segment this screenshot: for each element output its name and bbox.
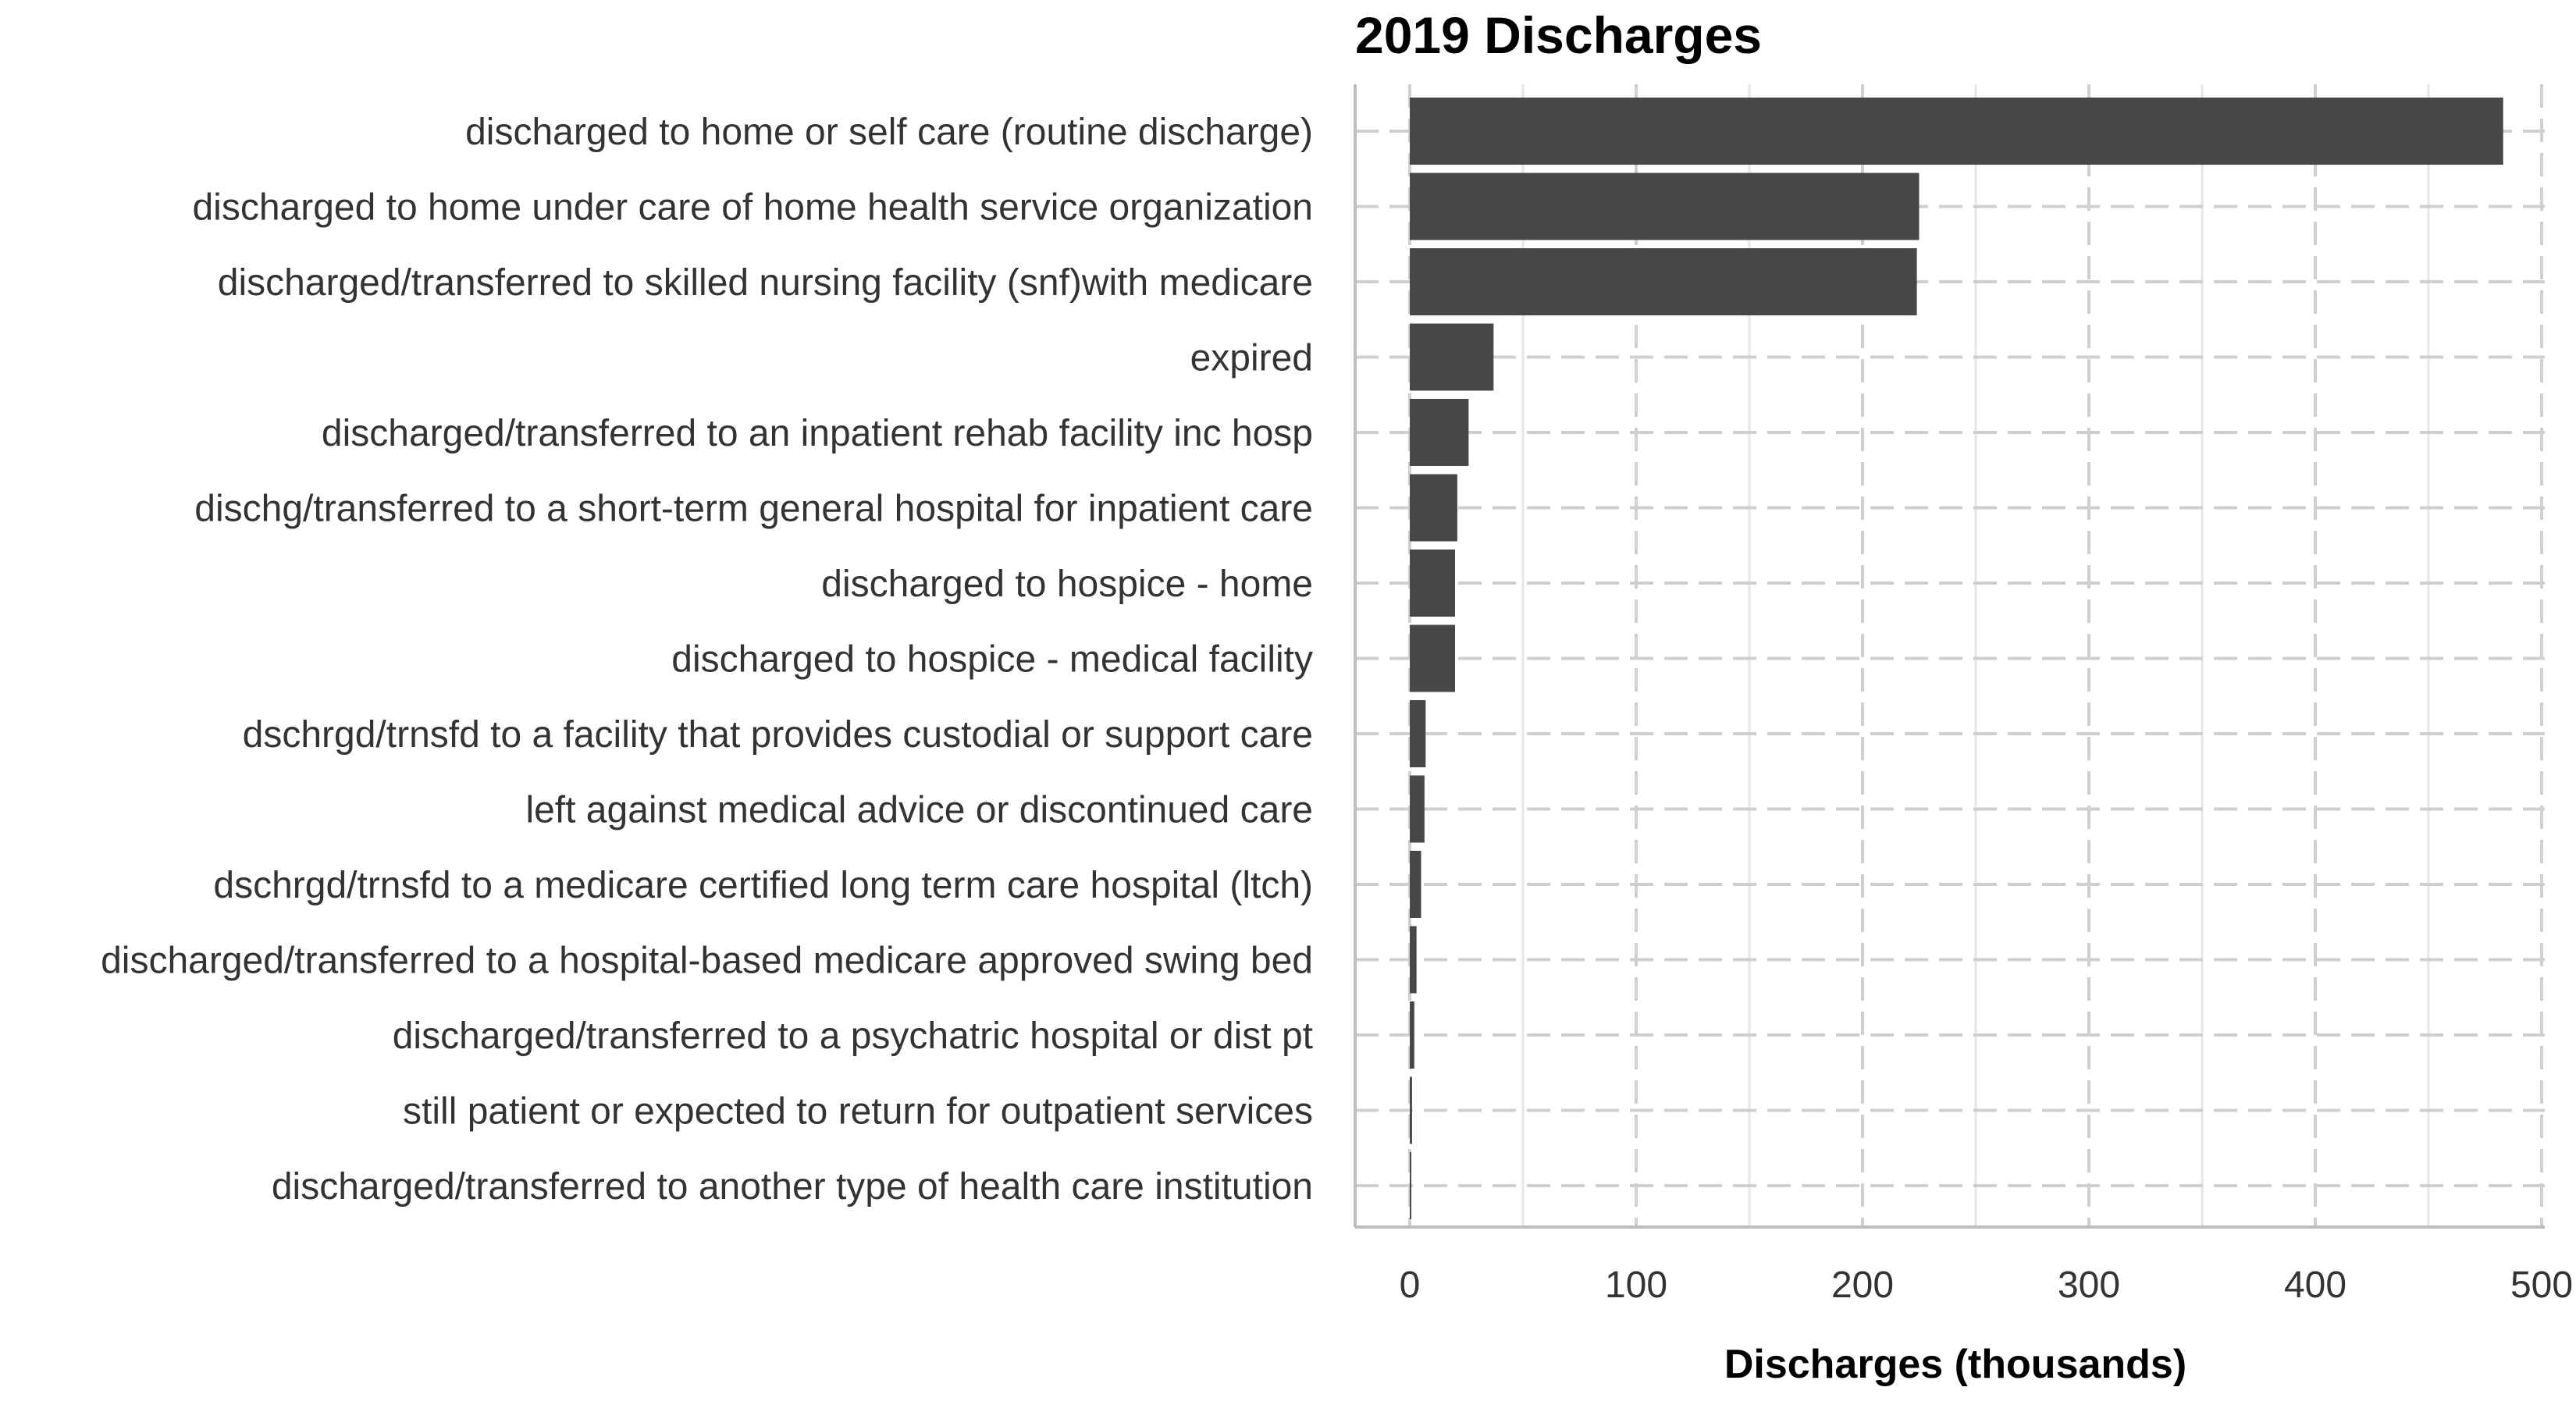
bar xyxy=(1410,624,1455,692)
x-tick-label: 200 xyxy=(1831,1264,1894,1306)
bar xyxy=(1410,323,1494,391)
category-labels: discharged to home or self care (routine… xyxy=(101,112,1313,1208)
x-tick-label: 400 xyxy=(2284,1264,2347,1306)
category-label: discharged/transferred to another type o… xyxy=(272,1166,1313,1208)
category-label: discharged/transferred to skilled nursin… xyxy=(218,262,1313,304)
category-label: discharged to home or self care (routine… xyxy=(465,112,1313,153)
category-label: dschrgd/trnsfd to a medicare certified l… xyxy=(213,865,1313,906)
bar xyxy=(1410,1076,1412,1144)
category-label: left against medical advice or discontin… xyxy=(525,790,1313,831)
category-label: discharged to hospice - medical facility xyxy=(671,639,1313,681)
bar xyxy=(1410,775,1425,843)
bar xyxy=(1410,98,2503,165)
category-label: discharged/transferred to a hospital-bas… xyxy=(101,941,1313,982)
bar xyxy=(1410,248,1917,315)
x-tick-label: 300 xyxy=(2058,1264,2120,1306)
category-label: discharged to hospice - home xyxy=(821,564,1313,605)
x-tick-label: 100 xyxy=(1605,1264,1667,1306)
bar xyxy=(1410,926,1417,994)
bar xyxy=(1410,474,1457,542)
chart-title: 2019 Discharges xyxy=(1355,6,1762,64)
x-tick-labels: 0 100 200 300 400 500 xyxy=(1400,1264,2573,1306)
x-tick-label: 500 xyxy=(2510,1264,2573,1306)
x-axis-title: Discharges (thousands) xyxy=(1724,1342,2186,1387)
category-label: dischg/transferred to a short-term gener… xyxy=(194,489,1313,530)
bar xyxy=(1410,173,1920,240)
bar xyxy=(1410,851,1421,918)
category-label: discharged to home under care of home he… xyxy=(192,187,1313,229)
x-tick-label: 0 xyxy=(1400,1264,1421,1306)
category-label: expired xyxy=(1190,338,1313,379)
category-label: still patient or expected to return for … xyxy=(403,1091,1313,1133)
bar xyxy=(1410,1001,1414,1069)
bar xyxy=(1410,399,1469,466)
bar xyxy=(1410,1152,1411,1219)
bar xyxy=(1410,550,1455,617)
category-label: discharged/transferred to an inpatient r… xyxy=(322,413,1313,454)
category-label: dschrgd/trnsfd to a facility that provid… xyxy=(243,714,1313,756)
category-label: discharged/transferred to a psychatric h… xyxy=(393,1016,1313,1057)
bar xyxy=(1410,700,1426,767)
bars xyxy=(1410,98,2503,1219)
